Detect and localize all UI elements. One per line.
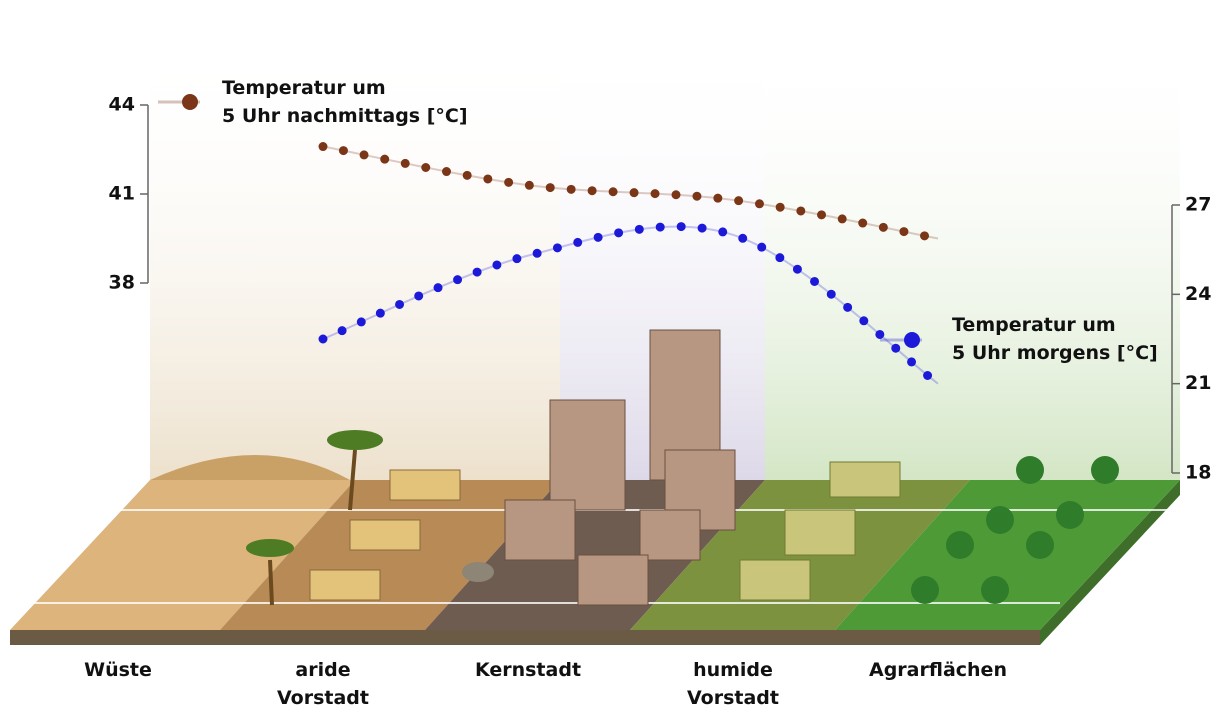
legend-marker (904, 332, 920, 348)
legend-label: Temperatur um 5 Uhr nachmittags [°C] (222, 74, 468, 130)
page: 38 41 44 18 21 24 27 Wüstearide VorstadtKernst… (0, 0, 1228, 711)
y2-tick-label: 21 (1185, 372, 1211, 394)
x-tick-label: Kernstadt (428, 656, 628, 684)
y-tick-label: 38 (109, 272, 135, 294)
y2-tick-label: 18 (1185, 462, 1211, 484)
x-tick-label: Agrarflächen (838, 656, 1038, 684)
x-tick-label: humide Vorstadt (633, 656, 833, 711)
legend-label: Temperatur um 5 Uhr morgens [°C] (952, 311, 1158, 367)
y2-tick-label: 24 (1185, 283, 1211, 305)
y-tick-label: 44 (109, 94, 135, 116)
x-tick-label: Wüste (18, 656, 218, 684)
y-tick-label: 41 (109, 183, 135, 205)
legend-marker (182, 94, 198, 110)
y2-tick-label: 27 (1185, 194, 1211, 216)
x-tick-label: aride Vorstadt (223, 656, 423, 711)
